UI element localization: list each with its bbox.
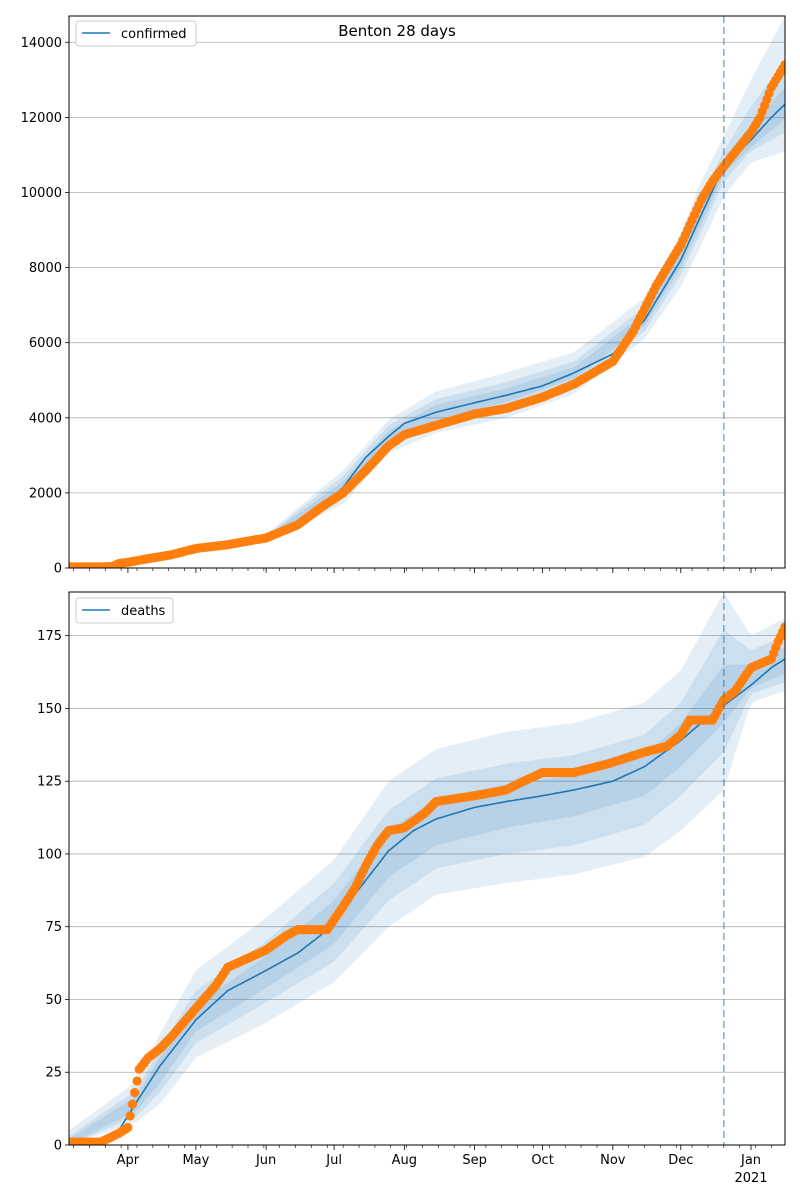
confirmed-observed-point (780, 60, 785, 70)
confirmed-panel: 0 2000 4000 6000 8000 10000 12000 14000 confirm… (21, 15, 786, 577)
confirmed-y-tick-label: 14000 (21, 36, 62, 51)
deaths-uncertainty-bands (69, 595, 785, 1145)
deaths-y-tick-label: 100 (37, 847, 62, 862)
confirmed-legend-label: confirmed (121, 27, 187, 42)
deaths-observed-points (69, 622, 785, 1145)
confirmed-band-middle (69, 61, 785, 568)
confirmed-y-tick-label: 4000 (29, 411, 62, 426)
deaths-y-tick-label: 125 (37, 775, 62, 790)
confirmed-axes-frame (68, 15, 786, 569)
deaths-legend-label: deaths (121, 604, 166, 619)
deaths-observed-point (123, 1122, 133, 1133)
deaths-model-series (69, 658, 785, 1145)
x-tick-label: May (182, 1153, 209, 1168)
deaths-gridlines (69, 635, 785, 1073)
deaths-y-tick-label: 150 (37, 702, 62, 717)
confirmed-observed-points (69, 60, 785, 568)
x-tick-year-label: 2021 (734, 1171, 767, 1186)
deaths-observed-point (132, 1076, 142, 1086)
deaths-panel: 0 25 50 75 100 125 150 175 Apr May Jun Jul Aug Sep Oc… (37, 591, 786, 1186)
deaths-legend: deaths (75, 597, 174, 624)
deaths-y-tick-label: 75 (45, 920, 62, 935)
confirmed-y-tick-label: 0 (54, 562, 62, 577)
x-tick-label: Oct (531, 1153, 553, 1168)
x-tick-label: Aug (392, 1153, 417, 1168)
x-tick-label: Jan (740, 1153, 761, 1168)
confirmed-uncertainty-bands (69, 16, 785, 568)
confirmed-model-line (69, 103, 785, 568)
confirmed-y-tick-label: 2000 (29, 486, 62, 501)
x-tick-label: Jun (255, 1153, 276, 1168)
deaths-y-tick-label: 25 (45, 1066, 62, 1081)
deaths-y-tick-label: 175 (37, 629, 62, 644)
confirmed-y-tick-label: 8000 (29, 261, 62, 276)
confirmed-y-tick-label: 6000 (29, 336, 62, 351)
deaths-y-axis: 0 25 50 75 100 125 150 175 (37, 629, 69, 1154)
deaths-y-tick-label: 0 (54, 1139, 62, 1154)
confirmed-band-outer (69, 16, 785, 568)
deaths-band-outer (69, 595, 785, 1145)
x-tick-label: Jul (325, 1153, 342, 1168)
deaths-band-inner (69, 647, 785, 1145)
x-tick-label: Apr (117, 1153, 140, 1168)
x-tick-label: Dec (668, 1153, 693, 1168)
confirmed-legend: confirmed (75, 20, 197, 47)
deaths-observed-point (125, 1111, 135, 1121)
deaths-y-tick-label: 50 (45, 993, 62, 1008)
confirmed-model-series (69, 103, 785, 568)
confirmed-y-tick-label: 10000 (21, 186, 62, 201)
confirmed-y-tick-label: 12000 (21, 111, 62, 126)
chart-title: Benton 28 days (338, 22, 456, 40)
deaths-model-line (69, 658, 785, 1145)
deaths-observed-point (130, 1088, 140, 1098)
confirmed-x-axis (73, 568, 772, 573)
x-tick-label: Sep (462, 1153, 487, 1168)
x-tick-label: Nov (600, 1153, 626, 1168)
deaths-observed-point (127, 1099, 137, 1109)
deaths-axes-frame (68, 591, 786, 1146)
confirmed-band-inner (69, 87, 785, 568)
deaths-observed-point (780, 622, 785, 632)
confirmed-y-axis: 0 2000 4000 6000 8000 10000 12000 14000 (21, 36, 69, 577)
deaths-x-axis: Apr May Jun Jul Aug Sep Oct Nov Dec Jan 2021 (73, 1145, 772, 1186)
